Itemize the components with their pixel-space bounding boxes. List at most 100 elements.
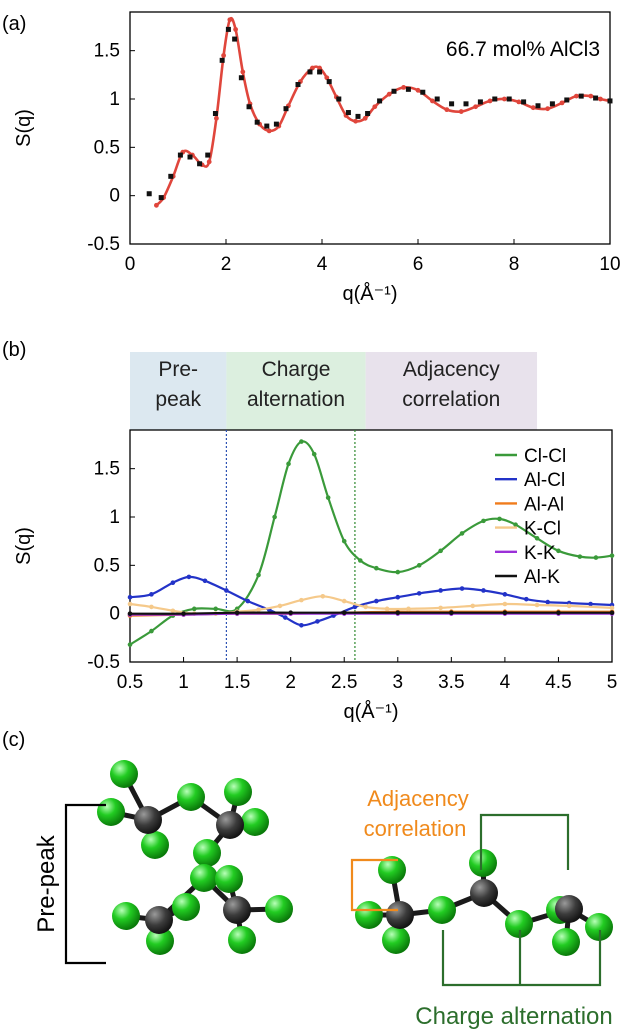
x-axis-label: q(Å⁻¹) (343, 282, 398, 305)
series-point (191, 606, 197, 612)
composition-annotation: 66.7 mol% AlCl3 (446, 38, 600, 61)
series-point (341, 610, 347, 615)
series-point (438, 548, 443, 554)
chlorine-atom (585, 913, 613, 941)
series-point (357, 558, 363, 563)
chlorine-atom (228, 926, 256, 954)
fit-point (545, 106, 550, 112)
series-point (288, 610, 293, 615)
x-tick-label: 4.5 (545, 672, 571, 693)
x-tick-label: 4 (317, 254, 328, 275)
aluminum-atom (470, 879, 498, 907)
region-label: Adjacency (403, 358, 500, 381)
fit-point (214, 115, 219, 121)
series-point (149, 628, 154, 634)
exp-point (307, 69, 313, 75)
series-point (256, 572, 261, 578)
exp-point (449, 101, 455, 107)
y-tick-label: -0.5 (87, 234, 120, 255)
series-point (609, 553, 615, 558)
legend-label: K-Cl (524, 519, 561, 540)
series-point (299, 622, 304, 628)
fit-point (206, 159, 212, 165)
exp-point (506, 96, 512, 102)
exp-point (212, 111, 218, 116)
x-tick-label: 8 (509, 254, 520, 275)
series-point (481, 588, 486, 593)
y-tick-label: 1 (109, 89, 120, 110)
adjacency-label-line1: Adjacency (367, 786, 469, 811)
series-point (170, 580, 176, 586)
series-point (524, 596, 529, 602)
x-tick-label: 6 (413, 254, 424, 275)
chlorine-atom (265, 895, 293, 923)
series-point (213, 606, 218, 612)
series-point (406, 606, 411, 612)
series-point (149, 604, 154, 610)
chlorine-atom (172, 893, 200, 921)
fit-point (324, 75, 330, 81)
x-tick-label: 5 (607, 672, 618, 693)
series-point (609, 605, 615, 611)
series-point (577, 554, 583, 559)
fit-point (458, 109, 464, 114)
x-tick-label: 3 (392, 672, 403, 693)
exp-point (187, 154, 193, 160)
exp-point (492, 96, 498, 102)
chlorine-atom (193, 839, 221, 867)
series-point (459, 586, 465, 591)
exp-point (232, 36, 238, 42)
series-line (129, 611, 612, 615)
x-tick-label: 1 (178, 672, 189, 693)
chlorine-atom (552, 928, 580, 956)
x-tick-label: 3.5 (438, 672, 464, 693)
molecule-illustration: Pre-peak Adjacency correlation Charge al… (33, 760, 613, 1030)
legend-label: Al-Al (524, 494, 564, 515)
series-point (497, 516, 502, 522)
series-point (384, 606, 390, 612)
series-point (545, 599, 551, 605)
series-point (341, 598, 347, 604)
fit-point (266, 128, 272, 134)
series-point (566, 603, 572, 609)
series-point (352, 604, 358, 610)
fit-point (430, 98, 435, 104)
series-point (341, 538, 347, 544)
series-point (438, 588, 443, 593)
exp-point (365, 111, 371, 116)
x-tick-label: 1.5 (224, 672, 250, 693)
exp-point (420, 89, 426, 95)
fit-point (310, 65, 315, 71)
series-point (186, 574, 192, 580)
aluminum-atom (223, 896, 251, 924)
series-point (502, 601, 508, 607)
adjacency-bracket (350, 858, 398, 912)
series-point (556, 610, 561, 615)
y-tick-label: 1.5 (94, 41, 120, 62)
fit-point (574, 93, 579, 99)
series-point (593, 555, 599, 560)
chlorine-atom (97, 798, 125, 826)
exp-point (264, 123, 270, 129)
series-point (374, 565, 379, 571)
region-label: Charge (262, 358, 331, 381)
series-point (315, 619, 320, 624)
charge-bracket-bottom (441, 930, 602, 987)
series-point (299, 597, 304, 603)
series-point (283, 615, 288, 620)
x-tick-label: 0 (125, 254, 136, 275)
fit-point (240, 69, 246, 75)
exp-point (283, 106, 289, 112)
x-tick-label: 2 (221, 254, 232, 275)
panel-a-label: (a) (2, 13, 26, 35)
chart-a: 0 2 4 6 8 10-0.500.511.5q(Å⁻¹)S(q)66.7 mol% A… (13, 11, 621, 305)
series-point (311, 451, 317, 457)
fit-point (530, 105, 536, 111)
exp-point (345, 110, 351, 116)
series-point (363, 604, 368, 610)
fit-point (598, 96, 603, 102)
pre-peak-label: Pre-peak (33, 834, 60, 932)
exp-point (535, 103, 541, 109)
fit-point (372, 104, 378, 110)
legend-label: Al-Cl (524, 470, 565, 491)
